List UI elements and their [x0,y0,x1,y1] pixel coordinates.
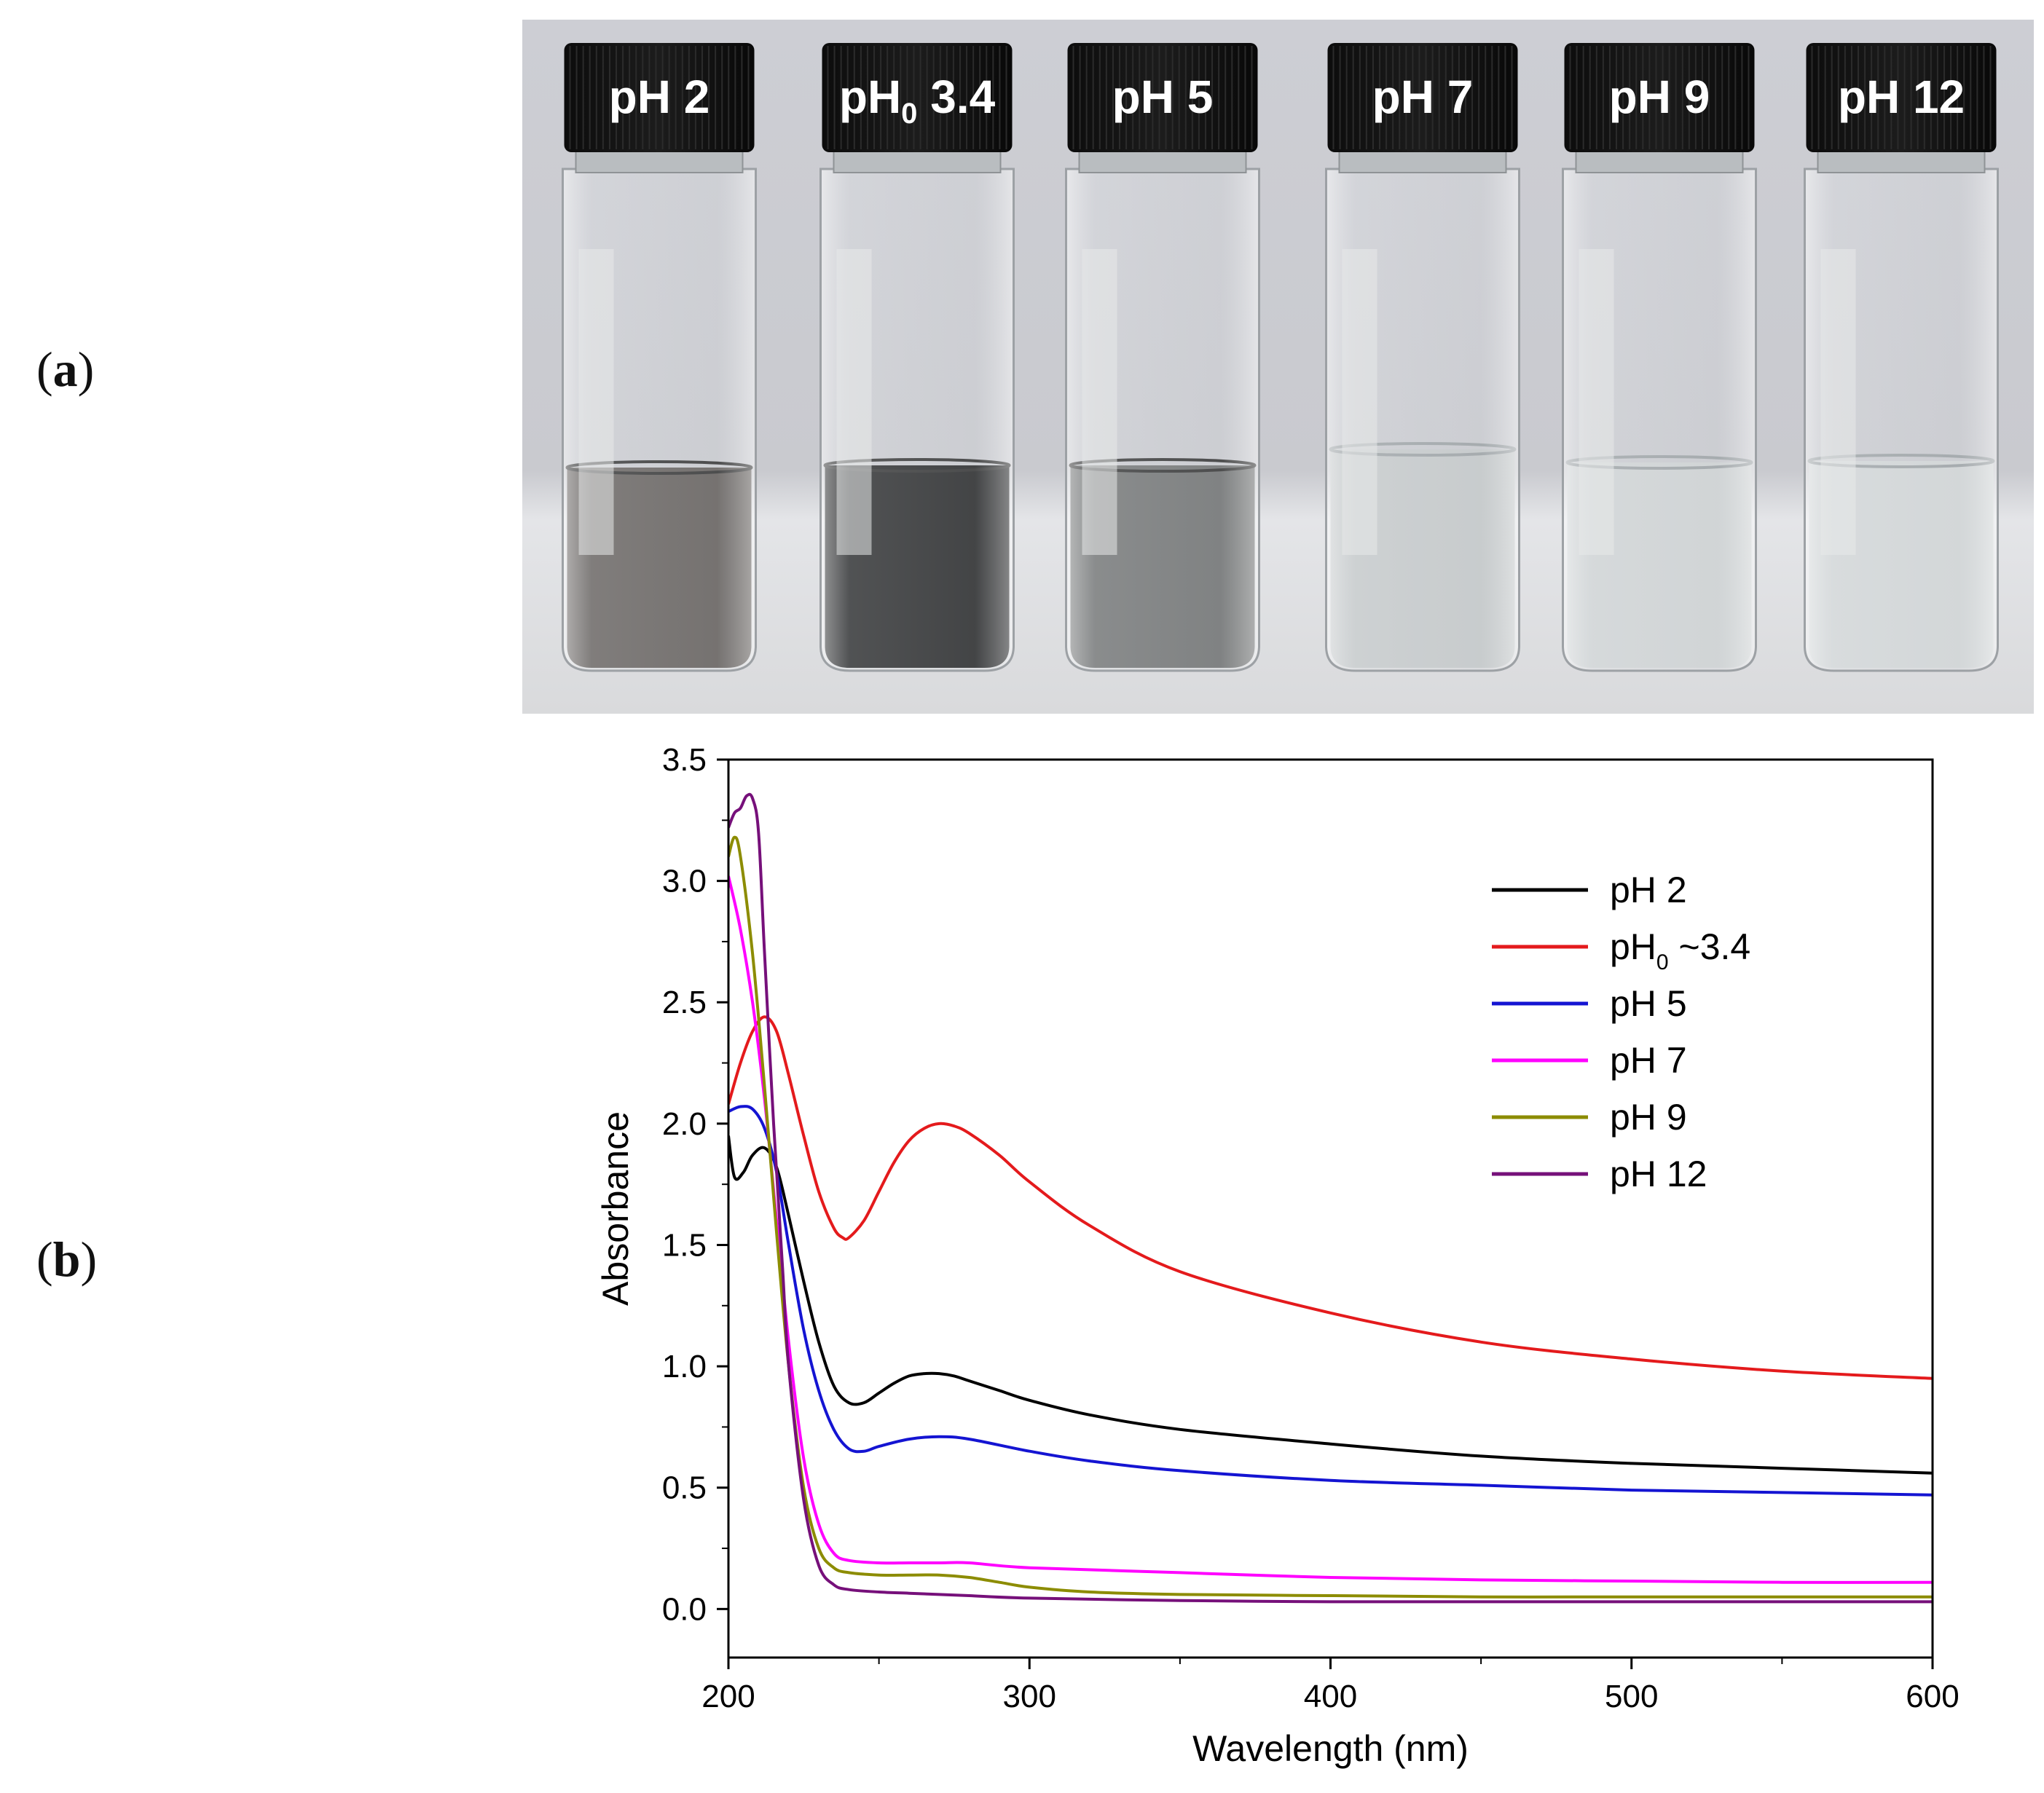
plot-frame [727,758,1934,1659]
series-group [728,792,1933,1604]
vial-cap [1564,43,1755,152]
y-tick-label: 3.0 [662,864,707,899]
vial-cap [1067,43,1258,152]
vial-cap [564,43,755,152]
series-line [728,1135,1933,1475]
vial-reflection [1579,249,1614,555]
vial-neck [575,150,744,173]
photo-background [522,20,2034,714]
vials-photo: pH 2 pH0 3.4 pH 5 pH 7 pH 9 pH 12 [522,20,2034,714]
vial-reflection [1342,249,1377,555]
x-tick-label: 300 [1003,1679,1056,1714]
series-line [728,792,1933,1604]
vial-neck [1078,150,1247,173]
vial-label: pH0 3.4 [839,71,996,130]
legend: pH 2 pH0 ~3.4 pH 5 pH 7 pH 9 pH 12 [1492,870,1750,1194]
x-tick-label: 500 [1605,1679,1658,1714]
x-tick-label: 600 [1906,1679,1959,1714]
y-tick-label: 2.0 [662,1106,707,1142]
series-line [728,1105,1933,1497]
legend-label: pH 9 [1610,1097,1687,1138]
vial-label: pH 5 [1112,71,1214,123]
y-tick-label: 1.5 [662,1227,707,1263]
y-tick-label: 1.0 [662,1349,707,1384]
y-tick-label: 2.5 [662,985,707,1020]
vials-group: pH 2 pH0 3.4 pH 5 pH 7 pH 9 pH 12 [562,43,1999,672]
vial-neck [1817,150,1986,173]
x-tick-label: 200 [701,1679,755,1714]
vial: pH 2 [562,43,757,672]
vial-reflection [578,249,614,555]
vial-label: pH 12 [1838,71,1965,123]
vial-reflection [1820,249,1856,555]
vial-reflection [836,249,872,555]
vial-cap [1327,43,1518,152]
y-tick-label: 0.0 [662,1591,707,1627]
legend-label: pH0 ~3.4 [1610,926,1750,974]
vial-cap [1806,43,1997,152]
vial: pH0 3.4 [819,43,1015,672]
panel-label-b: (b) [36,1232,98,1287]
vial-neck [1338,150,1507,173]
y-tick-label: 0.5 [662,1470,707,1506]
vial: pH 9 [1562,43,1757,672]
legend-label: pH 12 [1610,1154,1707,1194]
vial: pH 5 [1065,43,1260,672]
y-tick-label: 3.5 [662,742,707,778]
vial-label: pH 7 [1372,71,1474,123]
vial-neck [1575,150,1744,173]
x-axis-title: Wavelength (nm) [1192,1728,1469,1769]
vial-cap [822,43,1013,152]
ticks-group: 200 300 400 500 600 0.0 0.5 1.0 1.5 2.0 2.5 3.0 3.5 [662,742,1960,1714]
vial-label: pH 2 [609,71,710,123]
legend-label: pH 5 [1610,983,1687,1024]
legend-label: pH 2 [1610,870,1687,910]
series-line [728,835,1933,1599]
y-axis-title: Absorbance [595,1111,636,1306]
vial: pH 7 [1325,43,1520,672]
vial: pH 12 [1804,43,1999,672]
legend-label: pH 7 [1610,1040,1687,1081]
series-line [728,1015,1933,1380]
vial-label: pH 9 [1609,71,1710,123]
series-line [728,875,1933,1584]
vial-neck [833,150,1002,173]
panel-label-a: (a) [36,342,95,397]
vial-reflection [1082,249,1117,555]
x-tick-label: 400 [1304,1679,1357,1714]
